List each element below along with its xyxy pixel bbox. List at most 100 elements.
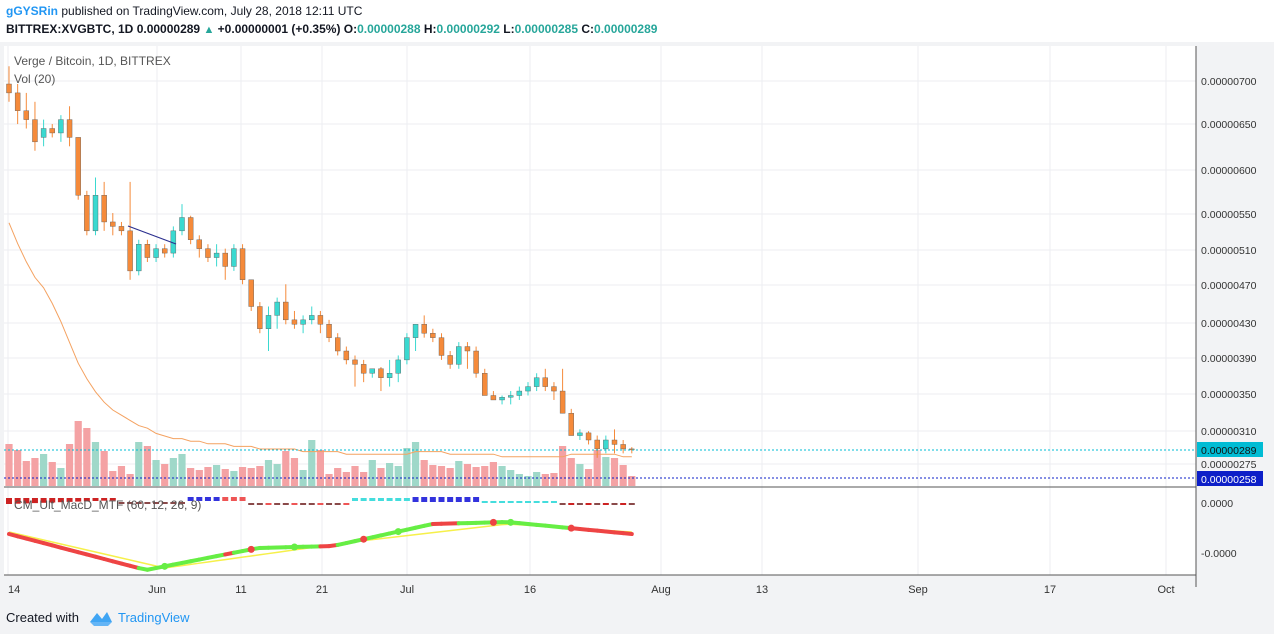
histogram-bar bbox=[429, 497, 436, 502]
price-tick: 0.00000310 bbox=[1201, 426, 1257, 438]
price-axis[interactable]: 0.00000700 0.00000650 0.00000600 0.00000550… bbox=[1197, 76, 1263, 486]
volume-bar bbox=[273, 464, 281, 486]
candle bbox=[490, 391, 497, 401]
histogram-bar bbox=[559, 503, 566, 505]
candle bbox=[144, 239, 151, 262]
author-link[interactable]: gGYSRin bbox=[6, 4, 59, 18]
price-tick: 0.00000470 bbox=[1201, 280, 1257, 292]
price-tick: 0.00000600 bbox=[1201, 165, 1257, 177]
histogram-bar bbox=[360, 498, 367, 501]
candle bbox=[352, 355, 358, 387]
plot-area bbox=[4, 46, 1196, 575]
candle bbox=[248, 279, 254, 311]
macd-histogram bbox=[6, 497, 635, 505]
cross-dot bbox=[567, 524, 575, 532]
candle bbox=[430, 328, 436, 343]
histogram-bar bbox=[533, 501, 540, 503]
candle bbox=[14, 84, 21, 125]
volume-bar bbox=[213, 465, 221, 486]
volume-bar bbox=[40, 454, 48, 486]
tradingview-logo-icon[interactable] bbox=[88, 608, 114, 628]
candle bbox=[274, 297, 280, 329]
candle bbox=[291, 310, 298, 329]
time-tick: Oct bbox=[1157, 584, 1174, 596]
candle bbox=[335, 333, 341, 356]
volume-bar bbox=[368, 460, 376, 486]
histogram-bar bbox=[239, 497, 246, 501]
volume-bar bbox=[559, 446, 567, 486]
volume-bar bbox=[290, 458, 299, 486]
macd-cross-dots bbox=[161, 518, 575, 570]
histogram-bar bbox=[447, 497, 454, 502]
candle bbox=[205, 244, 211, 262]
price-tick: 0.00000430 bbox=[1201, 318, 1257, 330]
histogram-bar bbox=[438, 497, 445, 502]
close-value: 0.00000289 bbox=[594, 22, 658, 36]
time-tick: 17 bbox=[1044, 584, 1056, 596]
histogram-bar bbox=[352, 498, 358, 501]
tradingview-brand[interactable]: TradingView bbox=[118, 610, 190, 625]
volume-bar bbox=[403, 448, 411, 486]
candle bbox=[516, 386, 523, 400]
candle bbox=[6, 66, 12, 102]
chart-canvas[interactable]: 0.00000700 0.00000650 0.00000600 0.00000550… bbox=[0, 42, 1274, 602]
histogram-bar bbox=[594, 503, 601, 505]
volume-bar bbox=[342, 472, 350, 486]
volume-bar bbox=[481, 466, 489, 486]
low-label: L: bbox=[503, 22, 515, 36]
open-value: 0.00000288 bbox=[357, 22, 421, 36]
histogram-bar bbox=[6, 498, 12, 504]
candle bbox=[577, 429, 583, 440]
histogram-bar bbox=[377, 498, 384, 501]
histogram-bar bbox=[248, 503, 255, 505]
histogram-bar bbox=[507, 501, 514, 503]
histogram-bar bbox=[31, 498, 38, 504]
candle bbox=[231, 244, 237, 271]
volume-bar bbox=[117, 466, 126, 486]
volume-bar bbox=[22, 461, 30, 486]
cross-dot bbox=[290, 543, 298, 551]
histogram-bar bbox=[334, 503, 341, 505]
candle bbox=[136, 239, 142, 276]
quote-line: BITTREX:XVGBTC, 1D 0.00000289 ▲ +0.00000… bbox=[6, 22, 657, 36]
trend-line[interactable] bbox=[127, 225, 177, 245]
candle bbox=[58, 115, 64, 142]
macd-axis[interactable]: 0.0000 -0.0000 bbox=[1201, 498, 1237, 560]
price-tick: 0.00000510 bbox=[1201, 245, 1257, 257]
volume-bar bbox=[394, 466, 402, 486]
volume-bar bbox=[550, 473, 558, 486]
time-axis[interactable]: 14 Jun 11 21 Jul 16 Aug 13 Sep 17 Oct bbox=[8, 584, 1175, 596]
histogram-bar bbox=[421, 497, 428, 502]
cross-dot bbox=[489, 518, 497, 526]
volume-bar bbox=[411, 442, 420, 486]
histogram-bar bbox=[153, 502, 160, 504]
candle bbox=[118, 221, 125, 236]
cross-dot bbox=[507, 518, 515, 526]
price-tick: 0.00000350 bbox=[1201, 389, 1257, 401]
candle bbox=[508, 391, 514, 405]
volume-bar bbox=[48, 462, 56, 486]
histogram-bar bbox=[455, 497, 462, 502]
histogram-bar bbox=[481, 501, 488, 503]
histogram-bar bbox=[343, 503, 350, 505]
histogram-bar bbox=[369, 498, 376, 501]
cross-dot bbox=[161, 562, 169, 570]
volume-bar bbox=[325, 474, 333, 486]
histogram-bar bbox=[49, 498, 56, 503]
histogram-bar bbox=[83, 498, 90, 502]
volume-bar bbox=[628, 476, 636, 486]
histogram-bar bbox=[23, 498, 30, 504]
volume-bar bbox=[308, 440, 316, 486]
candle bbox=[378, 367, 384, 392]
histogram-bar bbox=[550, 501, 557, 503]
histogram-bar bbox=[170, 502, 177, 504]
volume-bar bbox=[187, 468, 195, 486]
volume-bar bbox=[91, 442, 100, 486]
published-text: published on TradingView.com, July 28, 2… bbox=[61, 4, 363, 18]
volume-bar bbox=[169, 458, 177, 486]
histogram-bar bbox=[118, 502, 125, 504]
volume-bar bbox=[299, 470, 307, 486]
volume-bars bbox=[5, 421, 636, 486]
candle bbox=[196, 235, 203, 258]
candle bbox=[257, 302, 263, 334]
